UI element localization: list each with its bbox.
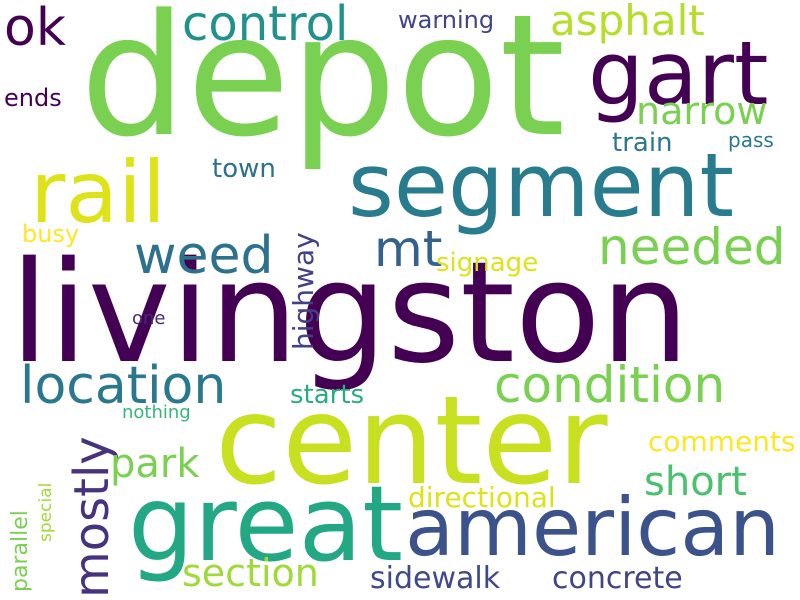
- word-narrow: narrow: [636, 89, 768, 133]
- word-gart: gart: [588, 22, 769, 125]
- word-needed: needed: [598, 218, 786, 276]
- word-control: control: [182, 0, 349, 52]
- word-comments: comments: [648, 425, 796, 458]
- word-location: location: [20, 356, 227, 416]
- word-center: center: [215, 370, 608, 512]
- word-signage: signage: [436, 248, 539, 278]
- word-pass: pass: [728, 128, 774, 152]
- word-town: town: [212, 154, 276, 184]
- word-condition: condition: [494, 356, 726, 414]
- word-short: short: [644, 459, 747, 505]
- word-american: american: [405, 481, 780, 574]
- word-highway: highway: [287, 232, 320, 350]
- word-directional: directional: [408, 481, 556, 514]
- word-warning: warning: [398, 6, 495, 34]
- word-weed: weed: [134, 226, 274, 286]
- word-one: one: [132, 308, 166, 329]
- word-ok: ok: [4, 0, 66, 58]
- word-rail: rail: [30, 143, 166, 243]
- word-train: train: [612, 128, 673, 158]
- word-concrete: concrete: [552, 561, 683, 596]
- word-parallel: parallel: [8, 510, 33, 592]
- word-special: special: [36, 482, 56, 542]
- word-ends: ends: [4, 84, 62, 112]
- word-mt: mt: [374, 220, 443, 278]
- word-great: great: [128, 463, 403, 585]
- word-busy: busy: [22, 220, 80, 248]
- word-park: park: [110, 441, 200, 487]
- word-livingston: livingston: [10, 232, 690, 395]
- word-nothing: nothing: [122, 402, 191, 423]
- word-sidewalk: sidewalk: [370, 561, 501, 596]
- word-mostly: mostly: [64, 436, 120, 598]
- word-segment: segment: [348, 134, 734, 237]
- word-starts: starts: [290, 380, 365, 410]
- word-asphalt: asphalt: [550, 0, 705, 45]
- word-section: section: [182, 551, 319, 595]
- word-depot: depot: [80, 0, 566, 174]
